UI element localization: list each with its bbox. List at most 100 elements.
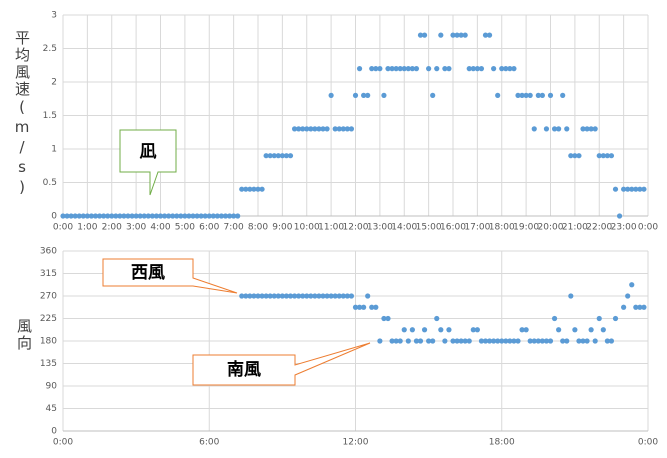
point (486, 32, 493, 38)
point (572, 153, 578, 159)
point (576, 153, 582, 159)
point (450, 338, 456, 344)
point (222, 213, 229, 219)
x-tick-label: 9:00 (272, 223, 292, 233)
point (507, 338, 513, 344)
x-tick-label: 8:00 (248, 223, 268, 233)
y-tick-label: 90 (46, 382, 58, 392)
x-tick-label: 13:00 (367, 223, 393, 233)
point (576, 338, 582, 344)
point (604, 153, 610, 159)
point (239, 186, 245, 192)
x-tick-label: 21:00 (562, 223, 588, 233)
y-tick-label: 1 (51, 145, 57, 155)
point (417, 338, 424, 344)
point (210, 213, 216, 219)
point (166, 213, 172, 219)
point (588, 327, 594, 333)
point (474, 66, 480, 72)
point (361, 92, 367, 98)
point (279, 153, 285, 159)
y-tick-label: 2.5 (43, 44, 57, 54)
point (442, 338, 448, 344)
point (527, 92, 533, 98)
point (296, 126, 302, 132)
point (637, 304, 643, 310)
x-tick-label: 4:00 (150, 223, 170, 233)
point (515, 338, 521, 344)
point (344, 126, 350, 132)
point (405, 338, 411, 344)
point (300, 126, 306, 132)
point (243, 186, 249, 192)
point (145, 213, 151, 219)
point (434, 66, 440, 72)
point (560, 92, 566, 98)
y-tick-label: 0 (51, 212, 57, 222)
point (356, 66, 363, 72)
point (426, 338, 432, 344)
point (535, 92, 541, 98)
point (604, 338, 610, 344)
point (470, 327, 476, 333)
point (499, 66, 505, 72)
point (629, 186, 635, 192)
point (503, 338, 509, 344)
point (121, 213, 127, 219)
point (190, 213, 196, 219)
point (320, 126, 326, 132)
x-tick-label: 16:00 (440, 223, 466, 233)
point (251, 293, 257, 299)
point (365, 92, 371, 98)
annotation: 南風 (227, 359, 261, 380)
point (239, 293, 245, 299)
point (287, 153, 294, 159)
point (499, 338, 505, 344)
point (401, 66, 407, 72)
point (247, 186, 253, 192)
x-tick-label: 20:00 (538, 223, 564, 233)
point (157, 213, 164, 219)
y-tick-label: 225 (40, 314, 57, 324)
point (523, 327, 529, 333)
callout-box (192, 342, 371, 386)
point (511, 66, 517, 72)
point (519, 92, 525, 98)
x-tick-label: 0:00 (638, 438, 658, 448)
point (369, 66, 375, 72)
point (153, 213, 160, 219)
point (641, 186, 647, 192)
point (612, 186, 619, 192)
point (332, 126, 338, 132)
x-tick-label: 18:00 (489, 438, 515, 448)
point (328, 92, 334, 98)
point (430, 92, 436, 98)
point (275, 293, 281, 299)
point (312, 293, 318, 299)
point (68, 213, 74, 219)
point (247, 293, 253, 299)
x-tick-label: 6:00 (199, 223, 219, 233)
point (547, 338, 554, 344)
point (377, 66, 383, 72)
point (446, 66, 452, 72)
x-tick-label: 12:00 (343, 438, 369, 448)
y-axis-label: 平均風速(m/s) (13, 30, 31, 198)
y-tick-label: 2 (51, 78, 57, 88)
y-tick-label: 1.5 (43, 111, 57, 121)
point (92, 213, 99, 219)
x-tick-label: 11:00 (318, 223, 344, 233)
point (348, 126, 355, 132)
point (462, 338, 468, 344)
y-tick-label: 0.5 (43, 178, 57, 188)
point (226, 213, 233, 219)
point (267, 293, 273, 299)
point (291, 293, 298, 299)
point (478, 338, 485, 344)
point (316, 293, 322, 299)
point (84, 213, 90, 219)
point (608, 153, 615, 159)
y-tick-label: 45 (46, 404, 57, 414)
point (584, 126, 590, 132)
